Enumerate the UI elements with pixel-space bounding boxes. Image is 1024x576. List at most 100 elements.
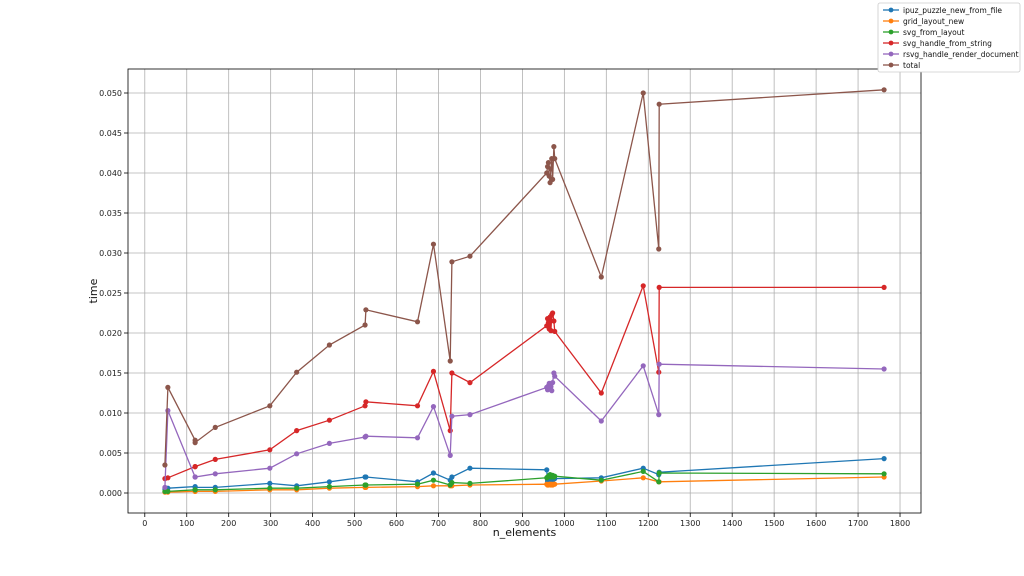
data-point [267, 465, 273, 471]
data-point [545, 320, 552, 326]
data-point [414, 435, 421, 441]
data-point [656, 470, 662, 476]
y-tick-label: 0.015 [99, 369, 122, 378]
legend-entry-label: svg_from_layout [903, 28, 965, 37]
data-point [267, 480, 273, 486]
data-point [656, 479, 662, 485]
series-svg_handle_from_string [162, 283, 887, 482]
data-point [467, 465, 473, 471]
data-point [598, 390, 604, 396]
x-tick-label: 1000 [554, 519, 574, 528]
data-point [449, 259, 455, 265]
data-point [881, 471, 887, 477]
y-axis-label: time [87, 278, 100, 303]
y-tick-label: 0.020 [99, 329, 122, 338]
data-point [267, 403, 273, 409]
data-point [545, 160, 552, 166]
legend-box [877, 2, 1021, 73]
data-point [549, 388, 555, 394]
x-tick-label: 1600 [806, 519, 826, 528]
x-axis-ticks: 0 100 200 300 400 500 600 700 800 900 1000 1100 1200… [142, 513, 910, 528]
legend-swatch-marker [888, 18, 894, 24]
data-point [414, 403, 421, 409]
y-tick-label: 0.000 [99, 489, 122, 498]
data-point [552, 473, 558, 479]
data-point [212, 424, 218, 430]
data-point [165, 408, 171, 414]
x-tick-label: 1700 [848, 519, 868, 528]
y-tick-label: 0.005 [99, 449, 122, 458]
x-tick-label: 300 [263, 519, 278, 528]
data-point [192, 440, 198, 446]
data-point [326, 440, 332, 446]
data-point [326, 417, 332, 423]
data-point [640, 283, 646, 289]
data-point [212, 456, 218, 462]
data-point [656, 361, 662, 367]
legend-swatch-marker [888, 7, 894, 13]
data-point [430, 470, 437, 476]
data-point [430, 404, 437, 410]
data-point [363, 482, 369, 488]
y-tick-label: 0.025 [99, 289, 122, 298]
data-point [362, 322, 368, 328]
data-point [430, 483, 437, 489]
data-point [881, 456, 887, 462]
data-point [881, 87, 887, 93]
x-tick-label: 200 [221, 519, 236, 528]
y-tick-label: 0.010 [99, 409, 122, 418]
data-point [165, 384, 171, 390]
data-point [598, 477, 604, 483]
data-point [430, 241, 437, 247]
x-tick-label: 1100 [596, 519, 616, 528]
data-point [656, 284, 662, 290]
plot-area [128, 69, 921, 513]
data-point [552, 328, 558, 334]
legend-swatch-marker [888, 40, 894, 46]
x-tick-label: 800 [473, 519, 488, 528]
data-point [447, 358, 453, 364]
y-axis-ticks: 0.000 0.005 0.010 0.015 0.020 0.025 0.030 0.035… [99, 89, 128, 498]
data-point [162, 462, 168, 468]
series-line [164, 89, 885, 466]
x-tick-label: 600 [389, 519, 404, 528]
legend-entry-label: grid_layout_new [903, 17, 964, 26]
data-point [267, 447, 273, 453]
x-axis-label: n_elements [493, 526, 557, 539]
series-rsvg_handle_render_document [162, 361, 887, 490]
data-point [294, 451, 300, 457]
data-point [467, 412, 473, 418]
legend-swatch-marker [888, 29, 894, 35]
data-point [430, 368, 437, 374]
x-tick-label: 1800 [890, 519, 910, 528]
data-point [550, 176, 556, 182]
data-point [467, 480, 473, 486]
data-point [449, 480, 455, 486]
y-tick-label: 0.050 [99, 89, 122, 98]
data-point [546, 173, 552, 179]
series-line [164, 457, 885, 490]
data-point [656, 412, 662, 418]
y-tick-label: 0.035 [99, 209, 122, 218]
data-point [363, 399, 369, 405]
data-point [640, 468, 646, 474]
data-point [552, 156, 558, 162]
x-tick-label: 700 [431, 519, 446, 528]
data-point [430, 477, 437, 483]
data-point [550, 310, 556, 316]
x-tick-label: 400 [305, 519, 320, 528]
legend-entry-label: total [903, 61, 920, 70]
data-point [449, 474, 455, 480]
data-point [326, 342, 332, 348]
data-point [550, 380, 556, 386]
data-point [294, 485, 300, 491]
series-svg_from_layout [162, 468, 887, 494]
x-tick-label: 1500 [764, 519, 784, 528]
x-tick-label: 1200 [638, 519, 658, 528]
y-tick-label: 0.030 [99, 249, 122, 258]
series-layer [162, 87, 887, 495]
data-point [449, 413, 455, 419]
data-point [881, 366, 887, 372]
plot-frame [127, 68, 922, 514]
data-point [640, 363, 646, 369]
